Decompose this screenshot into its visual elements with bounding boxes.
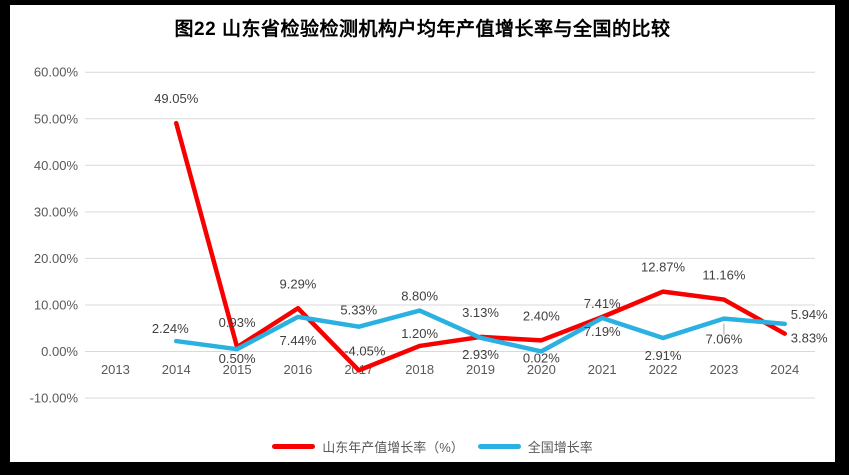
legend-line-swatch-national: [477, 443, 521, 449]
chart-title: 图22 山东省检验检测机构户均年产值增长率与全国的比较: [174, 19, 671, 40]
legend-item-national: 全国增长率: [477, 437, 593, 456]
legend-item-shandong: 山东年产值增长率（%）: [272, 437, 464, 456]
chart-legend: 山东年产值增长率（%） 全国增长率: [20, 435, 845, 457]
chart-canvas: 图22 山东省检验检测机构户均年产值增长率与全国的比较 山东年产值增长率（%） …: [10, 5, 835, 462]
legend-label-national: 全国增长率: [527, 439, 593, 455]
legend-line-swatch-shandong: [272, 443, 316, 449]
legend-label-shandong: 山东年产值增长率（%）: [322, 439, 464, 455]
